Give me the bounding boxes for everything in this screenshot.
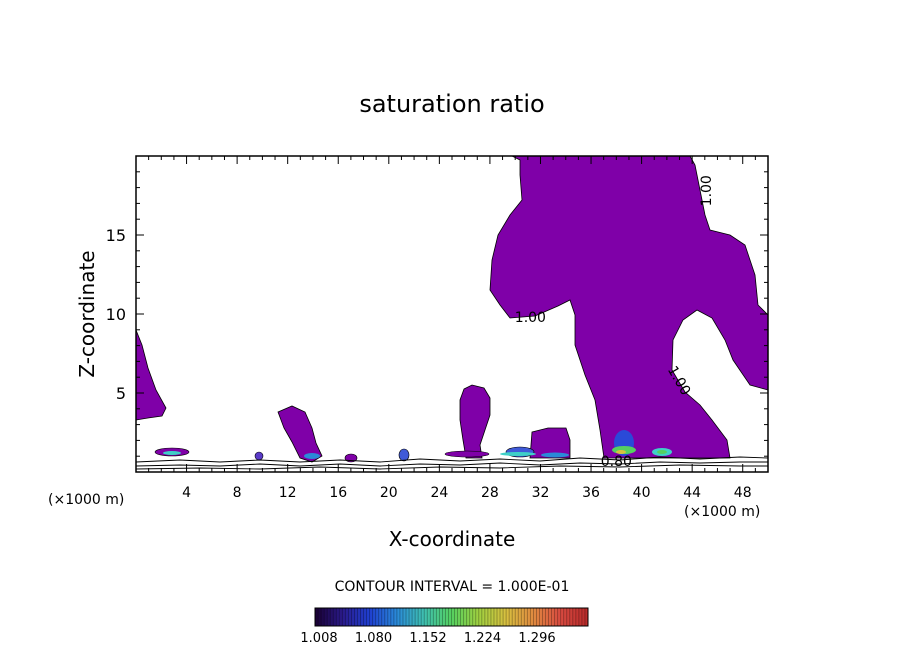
colorbar-gradient — [315, 608, 588, 626]
x-tick-label: 48 — [734, 485, 752, 501]
low-patch-c — [304, 453, 320, 459]
x-tick-label: 32 — [532, 485, 550, 501]
colorbar: 1.008 1.080 1.152 1.224 1.296 — [300, 607, 589, 646]
low-patch-g-core — [500, 452, 536, 456]
x-tick-label: 12 — [279, 485, 297, 501]
core-patch-38km-hot — [616, 450, 626, 454]
x-tick-label: 28 — [481, 485, 499, 501]
supersaturation-region-28km — [459, 384, 491, 459]
surface-contour-1 — [136, 456, 768, 463]
contour-label-group: 0.80 — [601, 454, 632, 470]
contour-label: 1.00 — [515, 310, 546, 326]
plot-area — [136, 156, 768, 472]
supersaturation-region-33km — [529, 427, 571, 459]
y-tick-label: 10 — [106, 305, 126, 324]
colorbar-tick-label: 1.224 — [464, 631, 501, 646]
contour-interval-text: CONTOUR INTERVAL = 1.000E-01 — [335, 579, 570, 595]
supersaturation-region-large — [489, 156, 768, 459]
colorbar-tick-labels: 1.008 1.080 1.152 1.224 1.296 — [300, 631, 555, 646]
y-tick-label: 15 — [106, 226, 126, 245]
x-tick-label: 4 — [182, 485, 191, 501]
x-unit-right: (×1000 m) — [684, 504, 760, 520]
x-tick-label: 40 — [633, 485, 651, 501]
contour-label-group: 1.00 — [699, 175, 715, 206]
x-tick-label: 36 — [582, 485, 600, 501]
x-axis-label: X-coordinate — [389, 527, 516, 551]
colorbar-frame — [314, 607, 589, 627]
y-axis-label: Z-coordinate — [75, 250, 99, 377]
supersaturation-region-14km — [277, 405, 323, 463]
surface-contour-2 — [136, 461, 768, 467]
colorbar-tick-label: 1.008 — [300, 631, 337, 646]
x-tick-label: 8 — [233, 485, 242, 501]
low-patch-a-core — [163, 451, 181, 455]
colorbar-lines — [317, 608, 586, 626]
colorbar-tick-label: 1.296 — [518, 631, 555, 646]
chart-title: saturation ratio — [359, 90, 544, 118]
x-tick-label: 20 — [380, 485, 398, 501]
y-tick-label: 5 — [116, 384, 126, 403]
contour-label: 0.80 — [601, 454, 632, 470]
low-patch-f — [444, 450, 490, 458]
colorbar-tick-label: 1.080 — [355, 631, 392, 646]
x-unit-left: (×1000 m) — [48, 492, 124, 508]
x-tick-label: 16 — [329, 485, 347, 501]
supersaturation-region-left — [136, 329, 167, 421]
contour-label-group: 1.00 — [515, 310, 546, 326]
contour-label: 1.00 — [699, 175, 715, 206]
colorbar-tick-label: 1.152 — [409, 631, 446, 646]
x-tick-label: 24 — [430, 485, 448, 501]
core-patch-41km-inner — [657, 450, 667, 454]
x-tick-label: 44 — [683, 485, 701, 501]
low-patch-h — [541, 452, 569, 458]
low-patch-e — [398, 448, 410, 462]
low-patch-b — [254, 451, 264, 461]
